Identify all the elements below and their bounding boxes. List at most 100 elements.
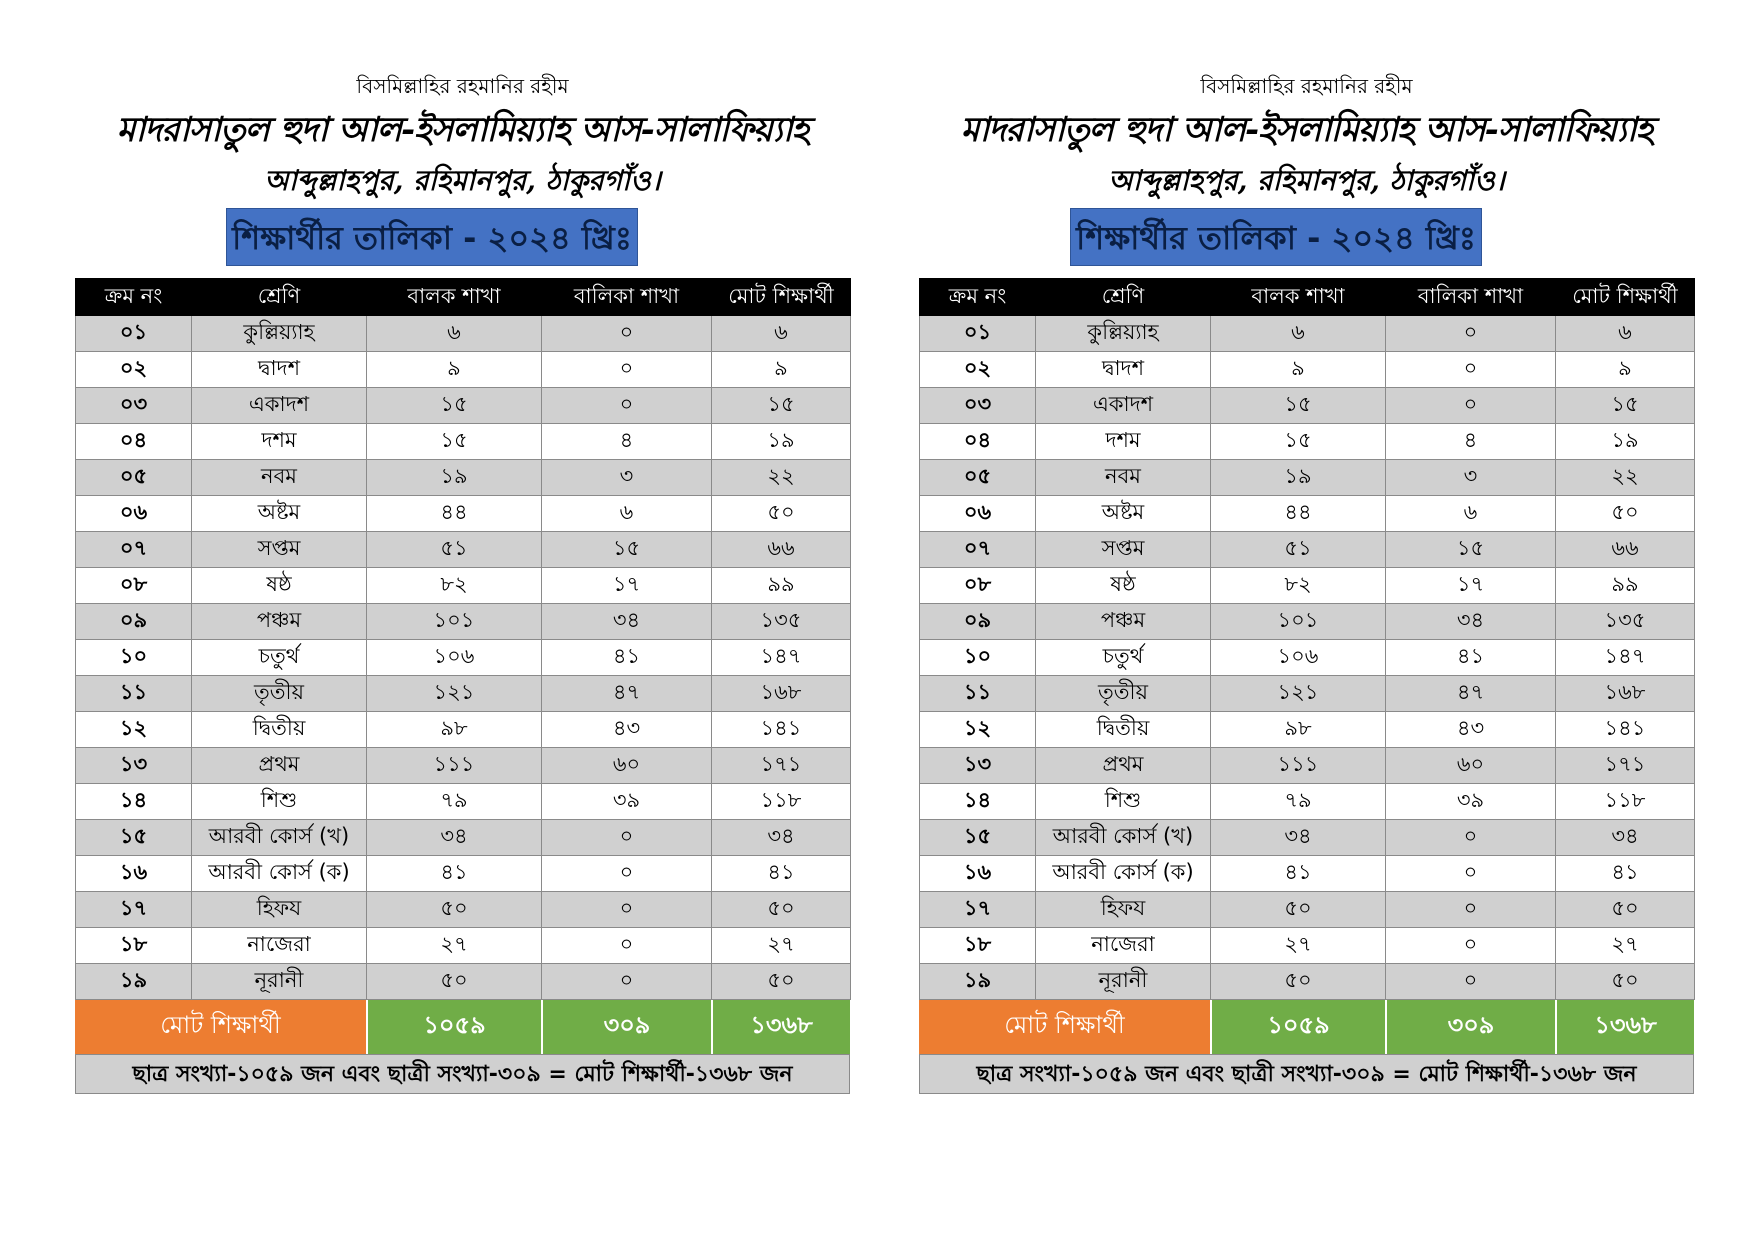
table-row: ১০ চতুর্থ ১০৬ ৪১ ১৪৭ <box>919 639 1695 676</box>
col-header-serial: ক্রম নং <box>75 278 192 316</box>
cell-girls: ০ <box>1385 891 1556 928</box>
cell-boys: ১৫ <box>1210 423 1386 460</box>
cell-class: পঞ্চম <box>1035 603 1211 640</box>
cell-serial: ১৪ <box>919 783 1036 820</box>
cell-girls: ৪ <box>1385 423 1556 460</box>
cell-serial: ১৫ <box>919 819 1036 856</box>
cell-girls: ১৫ <box>541 531 712 568</box>
roster-body: ০১ কুল্লিয়্যাহ ৬ ০ ৬ ০২ দ্বাদশ ৯ ০ ৯ ০৩ একাদশ ১৫ ০ ১৫… <box>75 315 851 1000</box>
cell-serial: ১৩ <box>75 747 192 784</box>
cell-total: ১৩৫ <box>1555 603 1695 640</box>
table-row: ০৫ নবম ১৯ ৩ ২২ <box>75 459 851 496</box>
cell-boys: ২৭ <box>366 927 542 964</box>
cell-class: চতুর্থ <box>1035 639 1211 676</box>
cell-girls: ১৭ <box>1385 567 1556 604</box>
cell-girls: ০ <box>1385 819 1556 856</box>
cell-girls: ০ <box>541 819 712 856</box>
cell-boys: ২৭ <box>1210 927 1386 964</box>
table-row: ১২ দ্বিতীয় ৯৮ ৪৩ ১৪১ <box>919 711 1695 748</box>
cell-class: একাদশ <box>191 387 367 424</box>
table-header-row: ক্রম নং শ্রেণি বালক শাখা বালিকা শাখা মোট… <box>75 278 851 316</box>
col-header-boys: বালক শাখা <box>366 278 542 316</box>
bismillah-line: বিসমিল্লাহির রহমানির রহীম <box>356 74 569 98</box>
cell-boys: ৯ <box>366 351 542 388</box>
cell-total: ২৭ <box>711 927 851 964</box>
cell-serial: ০৭ <box>919 531 1036 568</box>
cell-class: নাজেরা <box>191 927 367 964</box>
cell-serial: ০১ <box>919 315 1036 352</box>
table-row: ১৮ নাজেরা ২৭ ০ ২৭ <box>919 927 1695 964</box>
cell-class: শিশু <box>191 783 367 820</box>
cell-class: নূরানী <box>191 963 367 1000</box>
cell-serial: ১৯ <box>75 963 192 1000</box>
cell-girls: ০ <box>541 927 712 964</box>
cell-total: ৩৪ <box>711 819 851 856</box>
cell-total: ২২ <box>1555 459 1695 496</box>
table-row: ০৬ অষ্টম ৪৪ ৬ ৫০ <box>919 495 1695 532</box>
table-header-row: ক্রম নং শ্রেণি বালক শাখা বালিকা শাখা মোট… <box>919 278 1695 316</box>
totals-boys: ১০৫৯ <box>366 1000 541 1054</box>
totals-label: মোট শিক্ষার্থী <box>919 1000 1210 1054</box>
totals-row: মোট শিক্ষার্থী ১০৫৯ ৩০৯ ১৩৬৮ <box>75 1000 850 1054</box>
table-row: ১১ তৃতীয় ১২১ ৪৭ ১৬৮ <box>919 675 1695 712</box>
cell-serial: ০৩ <box>919 387 1036 424</box>
cell-serial: ০৯ <box>919 603 1036 640</box>
cell-boys: ১০৬ <box>1210 639 1386 676</box>
cell-class: হিফয <box>1035 891 1211 928</box>
cell-class: অষ্টম <box>1035 495 1211 532</box>
cell-total: ৫০ <box>711 891 851 928</box>
cell-class: তৃতীয় <box>191 675 367 712</box>
list-title-banner: শিক্ষার্থীর তালিকা - ২০২৪ খ্রিঃ <box>226 208 638 266</box>
cell-boys: ১০১ <box>1210 603 1386 640</box>
cell-total: ১৯ <box>711 423 851 460</box>
cell-serial: ১১ <box>919 675 1036 712</box>
table-row: ০৬ অষ্টম ৪৪ ৬ ৫০ <box>75 495 851 532</box>
cell-boys: ৪১ <box>366 855 542 892</box>
table-row: ১৭ হিফয ৫০ ০ ৫০ <box>919 891 1695 928</box>
cell-girls: ০ <box>541 963 712 1000</box>
cell-boys: ১১১ <box>366 747 542 784</box>
cell-boys: ১০৬ <box>366 639 542 676</box>
cell-girls: ৪৩ <box>541 711 712 748</box>
list-title-area: শিক্ষার্থীর তালিকা - ২০২৪ খ্রিঃ <box>75 204 850 278</box>
table-row: ১৪ শিশু ৭৯ ৩৯ ১১৮ <box>919 783 1695 820</box>
cell-boys: ১৯ <box>1210 459 1386 496</box>
cell-total: ১৪৭ <box>1555 639 1695 676</box>
cell-boys: ৭৯ <box>1210 783 1386 820</box>
table-row: ০২ দ্বাদশ ৯ ০ ৯ <box>919 351 1695 388</box>
cell-serial: ০২ <box>919 351 1036 388</box>
cell-total: ১৭১ <box>1555 747 1695 784</box>
cell-serial: ০৫ <box>919 459 1036 496</box>
cell-girls: ৩ <box>541 459 712 496</box>
table-row: ০১ কুল্লিয়্যাহ ৬ ০ ৬ <box>919 315 1695 352</box>
cell-class: নূরানী <box>1035 963 1211 1000</box>
cell-class: আরবী কোর্স (ক) <box>1035 855 1211 892</box>
cell-girls: ০ <box>1385 855 1556 892</box>
cell-total: ১৪১ <box>1555 711 1695 748</box>
cell-boys: ৫০ <box>1210 891 1386 928</box>
cell-serial: ০৮ <box>75 567 192 604</box>
cell-girls: ৬ <box>541 495 712 532</box>
cell-class: নবম <box>1035 459 1211 496</box>
totals-row: মোট শিক্ষার্থী ১০৫৯ ৩০৯ ১৩৬৮ <box>919 1000 1694 1054</box>
cell-boys: ৪৪ <box>366 495 542 532</box>
cell-total: ৯ <box>711 351 851 388</box>
table-row: ১৬ আরবী কোর্স (ক) ৪১ ০ ৪১ <box>919 855 1695 892</box>
cell-girls: ০ <box>541 351 712 388</box>
cell-class: কুল্লিয়্যাহ <box>191 315 367 352</box>
roster-sheet-left: বিসমিল্লাহির রহমানির রহীম মাদরাসাতুল হুদ… <box>75 70 851 1094</box>
cell-total: ১৭১ <box>711 747 851 784</box>
madrasa-address: আব্দুল্লাহপুর, রহিমানপুর, ঠাকুরগাঁও। <box>264 164 661 197</box>
bismillah-line: বিসমিল্লাহির রহমানির রহীম <box>1200 74 1413 98</box>
table-row: ০৮ ষষ্ঠ ৮২ ১৭ ৯৯ <box>75 567 851 604</box>
totals-all: ১৩৬৮ <box>711 1000 850 1054</box>
cell-girls: ০ <box>1385 387 1556 424</box>
table-row: ০৯ পঞ্চম ১০১ ৩৪ ১৩৫ <box>75 603 851 640</box>
list-title-banner: শিক্ষার্থীর তালিকা - ২০২৪ খ্রিঃ <box>1070 208 1482 266</box>
cell-class: একাদশ <box>1035 387 1211 424</box>
cell-class: সপ্তম <box>191 531 367 568</box>
cell-serial: ০২ <box>75 351 192 388</box>
cell-girls: ০ <box>1385 963 1556 1000</box>
cell-class: তৃতীয় <box>1035 675 1211 712</box>
cell-class: দ্বিতীয় <box>1035 711 1211 748</box>
